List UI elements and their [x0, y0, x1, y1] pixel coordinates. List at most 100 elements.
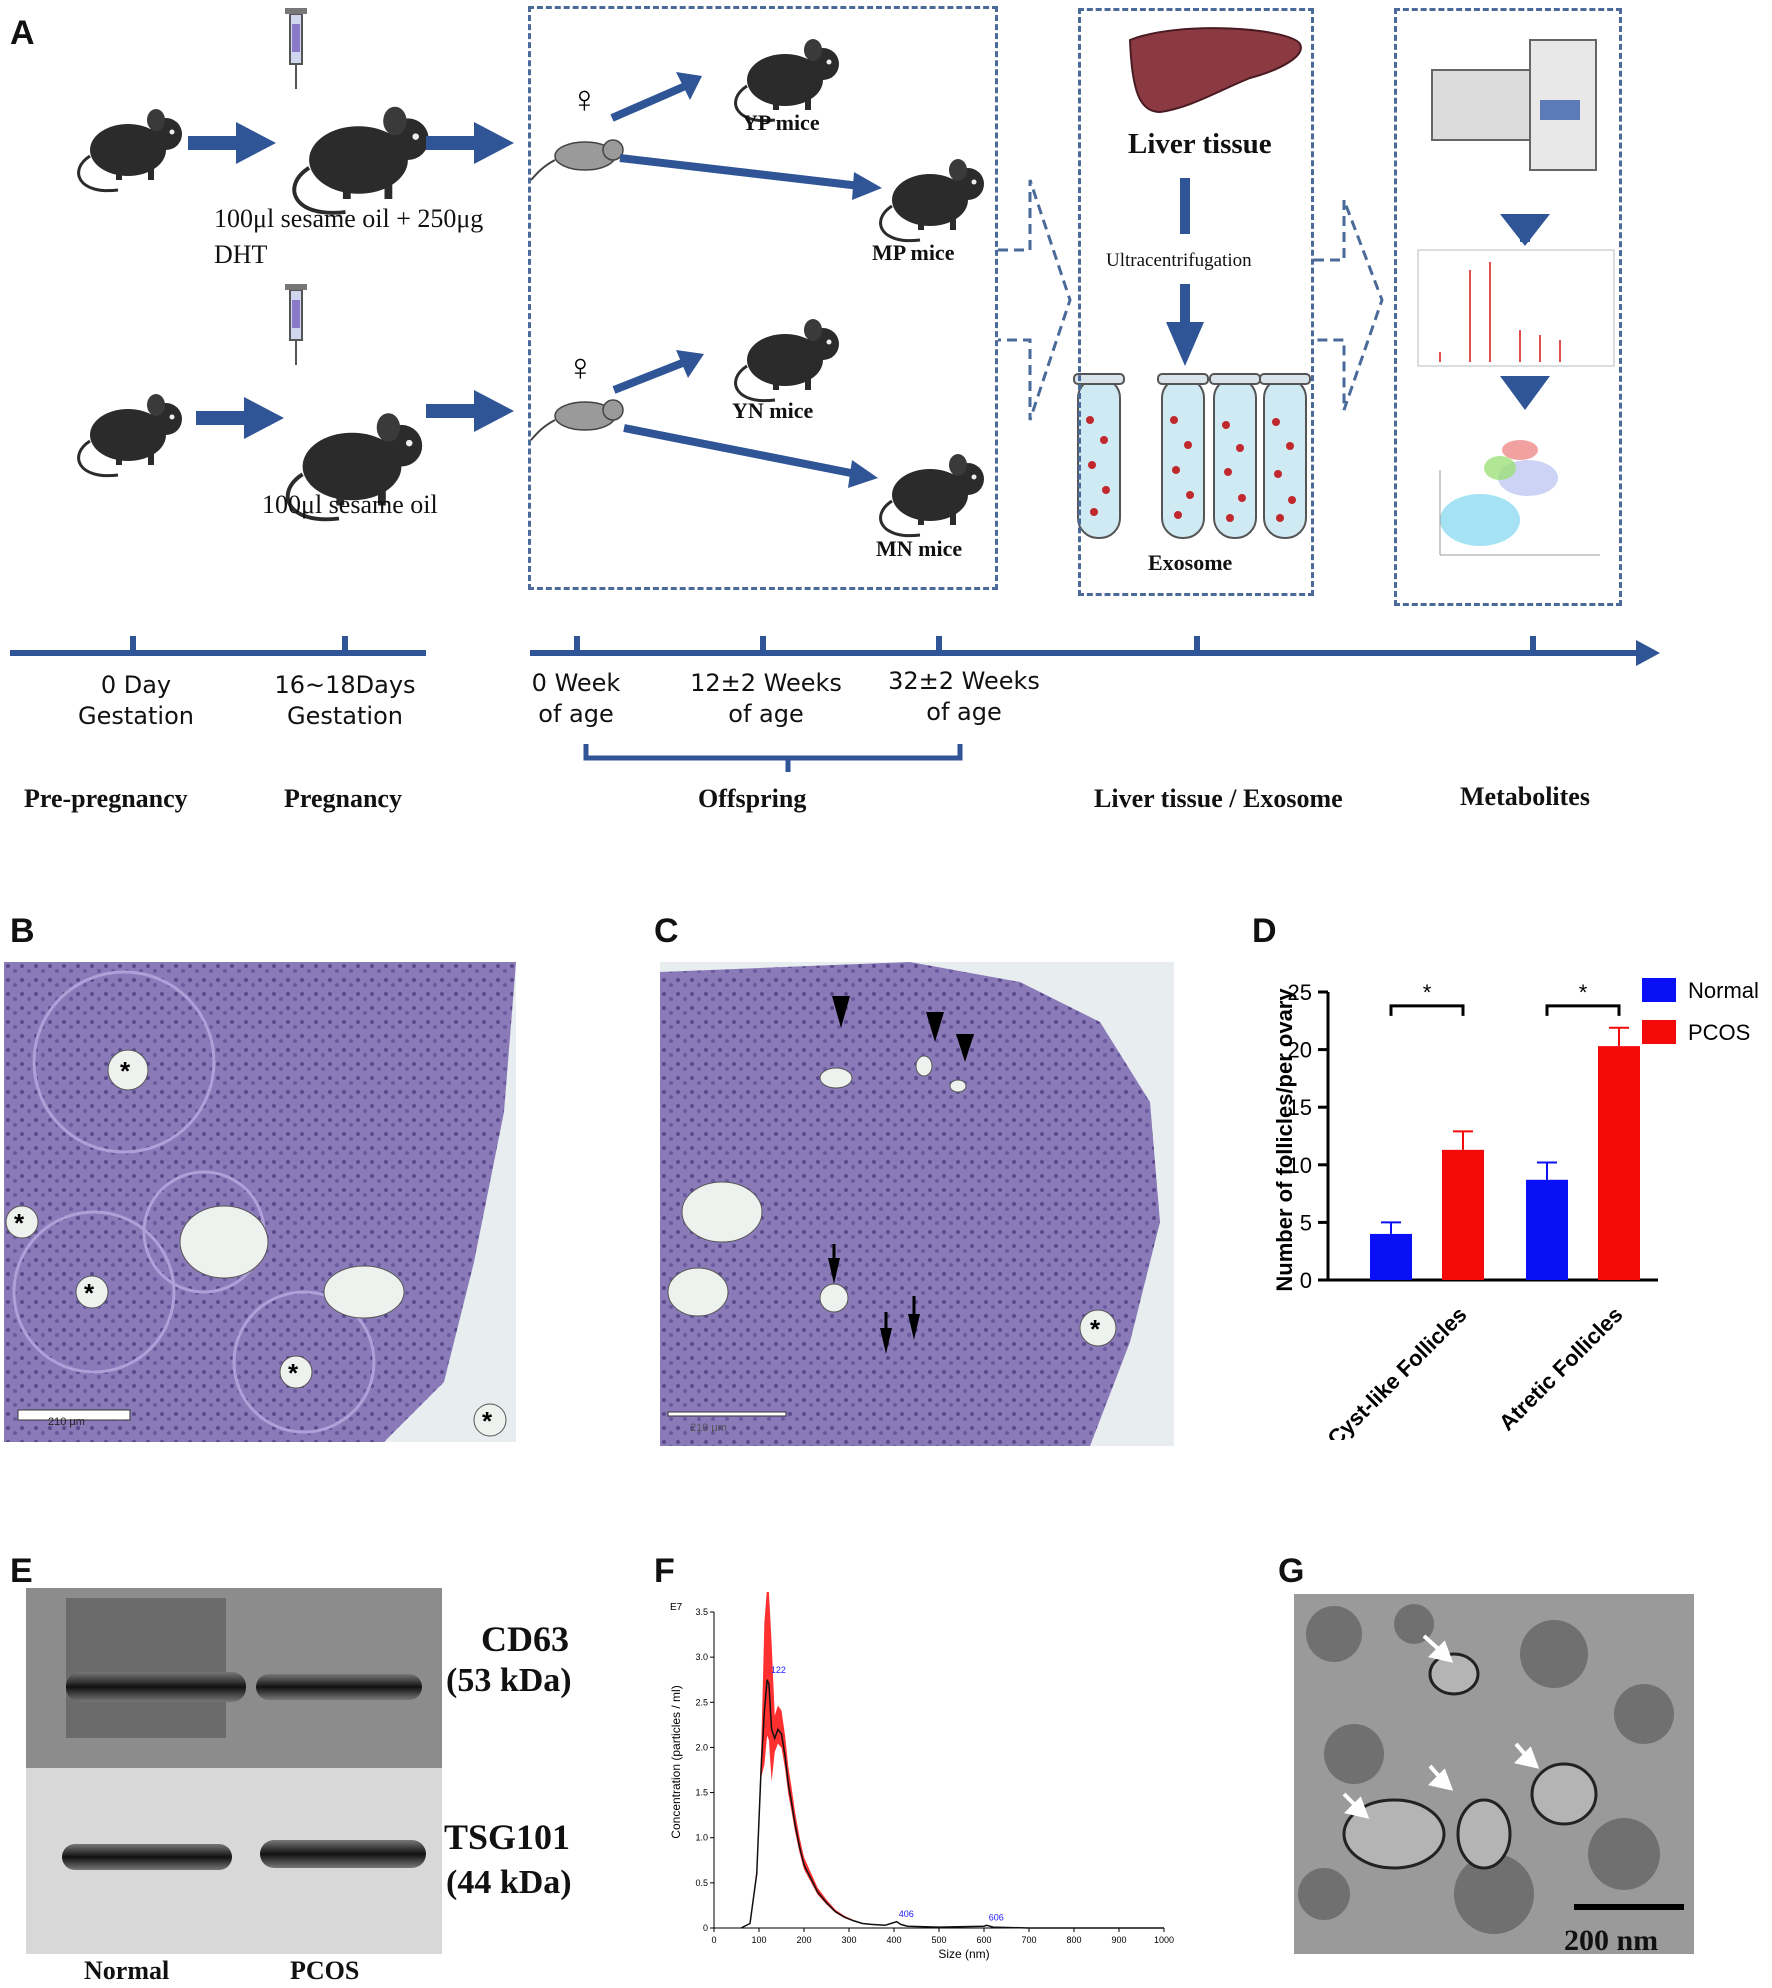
y-tick-label: 25 [1288, 980, 1312, 1005]
stage-offspring: Offspring [698, 784, 807, 813]
y-tick-label: 3.0 [695, 1652, 708, 1662]
stage-pre-pregnancy: Pre-pregnancy [24, 784, 188, 813]
scale-bar [17, 1409, 131, 1421]
significance-bracket [1545, 1004, 1621, 1016]
x-axis-label: Size (nm) [938, 1947, 989, 1961]
category-label: Atretic Follicles [1494, 1302, 1628, 1436]
stage-pregnancy: Pregnancy [284, 784, 402, 813]
yn-mice-label: YN mice [732, 398, 814, 423]
y-tick-label: 2.0 [695, 1742, 708, 1752]
nta-size-distribution-chart: 0 0.5 1.0 1.5 2.0 2.5 3.0 3.5 0 100 200 300 400 500 60… [669, 1592, 1174, 1961]
lane-label-normal: Normal [84, 1956, 170, 1985]
y-tick-label: 20 [1288, 1038, 1312, 1063]
x-tick-label: 800 [1066, 1935, 1081, 1945]
exosome-label: Exosome [1148, 550, 1233, 575]
syringe-icon [284, 7, 308, 90]
exosome-box [1078, 8, 1314, 596]
y-tick-label: 3.5 [695, 1607, 708, 1617]
western-blot-image [26, 1588, 442, 1954]
cd63-band-pcos [256, 1674, 422, 1700]
y-tick-label: 1.5 [695, 1788, 708, 1798]
legend-label: Normal [1688, 978, 1759, 1003]
svg-text:*: * [84, 1278, 95, 1308]
cd63-band-normal [66, 1672, 246, 1702]
y-tick-label: 2.5 [695, 1697, 708, 1707]
y-tick-label: 0 [703, 1923, 708, 1933]
syringe-icon [284, 283, 308, 366]
y-tick-label: 1.0 [695, 1833, 708, 1843]
panel-label-g: G [1278, 1552, 1305, 1590]
pregnant-mouse-icon [292, 104, 431, 215]
y-axis-label: Number of follicles/per ovary [1272, 988, 1297, 1292]
significance-bracket [1389, 1004, 1465, 1016]
y-tick-label: 0 [1300, 1268, 1312, 1293]
panel-label-e: E [10, 1552, 33, 1590]
lane-label-pcos: PCOS [290, 1956, 360, 1985]
timeline-label-0day: 0 Day Gestation [78, 671, 194, 730]
legend-swatch [1642, 1020, 1676, 1044]
timeline-label-32weeks: 32±2 Weeks of age [888, 667, 1040, 726]
dose-pcos-label-2: DHT [214, 240, 268, 269]
histology-normal-image: * * * * * [4, 962, 516, 1442]
x-tick-label: 1000 [1154, 1935, 1174, 1945]
scale-bar [1574, 1904, 1684, 1910]
x-tick-label: 600 [976, 1935, 991, 1945]
peak-label: 606 [989, 1913, 1004, 1923]
tem-image [1294, 1594, 1694, 1954]
dose-pcos-label: 100μl sesame oil + 250μg [214, 204, 484, 233]
bar [1370, 1233, 1412, 1280]
bar [1598, 1046, 1640, 1280]
schematic-artwork: ♀ ♀ [10, 7, 1660, 772]
significance-star: * [1423, 980, 1432, 1005]
panel-label-a: A [10, 14, 35, 52]
y-tick-label: 5 [1300, 1210, 1312, 1235]
timeline-label-16-18days: 16~18Days Gestation [274, 671, 416, 730]
y-tick-label: 10 [1288, 1153, 1312, 1178]
peak-label: 406 [899, 1909, 914, 1919]
y-tick-label: 0.5 [695, 1878, 708, 1888]
tsg101-kda-label: (44 kDa) [446, 1864, 572, 1901]
timeline-label-12weeks: 12±2 Weeks of age [690, 669, 842, 728]
metabolomics-box [1394, 8, 1622, 606]
yp-mice-label: YP mice [742, 110, 820, 135]
scale-bar-label: 210 μm [690, 1422, 727, 1434]
category-label: Cyst-like Follicles [1322, 1302, 1471, 1440]
scale-bar-label: 210 μm [48, 1416, 85, 1428]
stage-liver-exosome: Liver tissue / Exosome [1094, 784, 1343, 813]
spectrum-thumbnail [1417, 249, 1615, 367]
cd63-label: CD63 [481, 1619, 569, 1659]
mn-mice-label: MN mice [876, 536, 963, 561]
x-tick-label: 100 [751, 1935, 766, 1945]
svg-text:♀: ♀ [566, 347, 595, 389]
y-axis-label: Concentration (particles / ml) [669, 1685, 683, 1838]
concentration-error-band [741, 1592, 1164, 1928]
follicle-bar-chart: 0 5 10 15 20 25 * Cyst-like Follicles * Atretic … [1272, 978, 1759, 1440]
svg-text:*: * [288, 1358, 299, 1388]
scale-bar [667, 1411, 787, 1417]
legend-label: PCOS [1688, 1020, 1750, 1045]
y-tick-label: 15 [1288, 1095, 1312, 1120]
x-tick-label: 700 [1021, 1935, 1036, 1945]
liver-icon [1128, 27, 1302, 114]
x-tick-label: 0 [711, 1935, 716, 1945]
x-tick-label: 400 [886, 1935, 901, 1945]
mp-mice-label: MP mice [872, 240, 955, 265]
pca-plot-thumbnail [1439, 440, 1600, 556]
x-tick-label: 200 [796, 1935, 811, 1945]
tsg101-band-normal [62, 1844, 232, 1870]
mouse-icon [77, 392, 184, 478]
tsg101-band-pcos [260, 1840, 426, 1868]
svg-text:*: * [120, 1056, 131, 1086]
svg-text:*: * [14, 1208, 25, 1238]
panel-label-b: B [10, 912, 35, 950]
panel-label-c: C [654, 912, 679, 950]
offspring-box [528, 6, 998, 590]
bar [1526, 1179, 1568, 1280]
svg-text:♀: ♀ [570, 79, 599, 121]
ultracentrifugation-label: Ultracentrifugation [1106, 250, 1252, 271]
legend-swatch [1642, 978, 1676, 1002]
x-tick-label: 500 [931, 1935, 946, 1945]
stage-metabolites: Metabolites [1460, 782, 1590, 811]
tsg101-label: TSG101 [444, 1817, 571, 1857]
x-tick-label: 300 [841, 1935, 856, 1945]
